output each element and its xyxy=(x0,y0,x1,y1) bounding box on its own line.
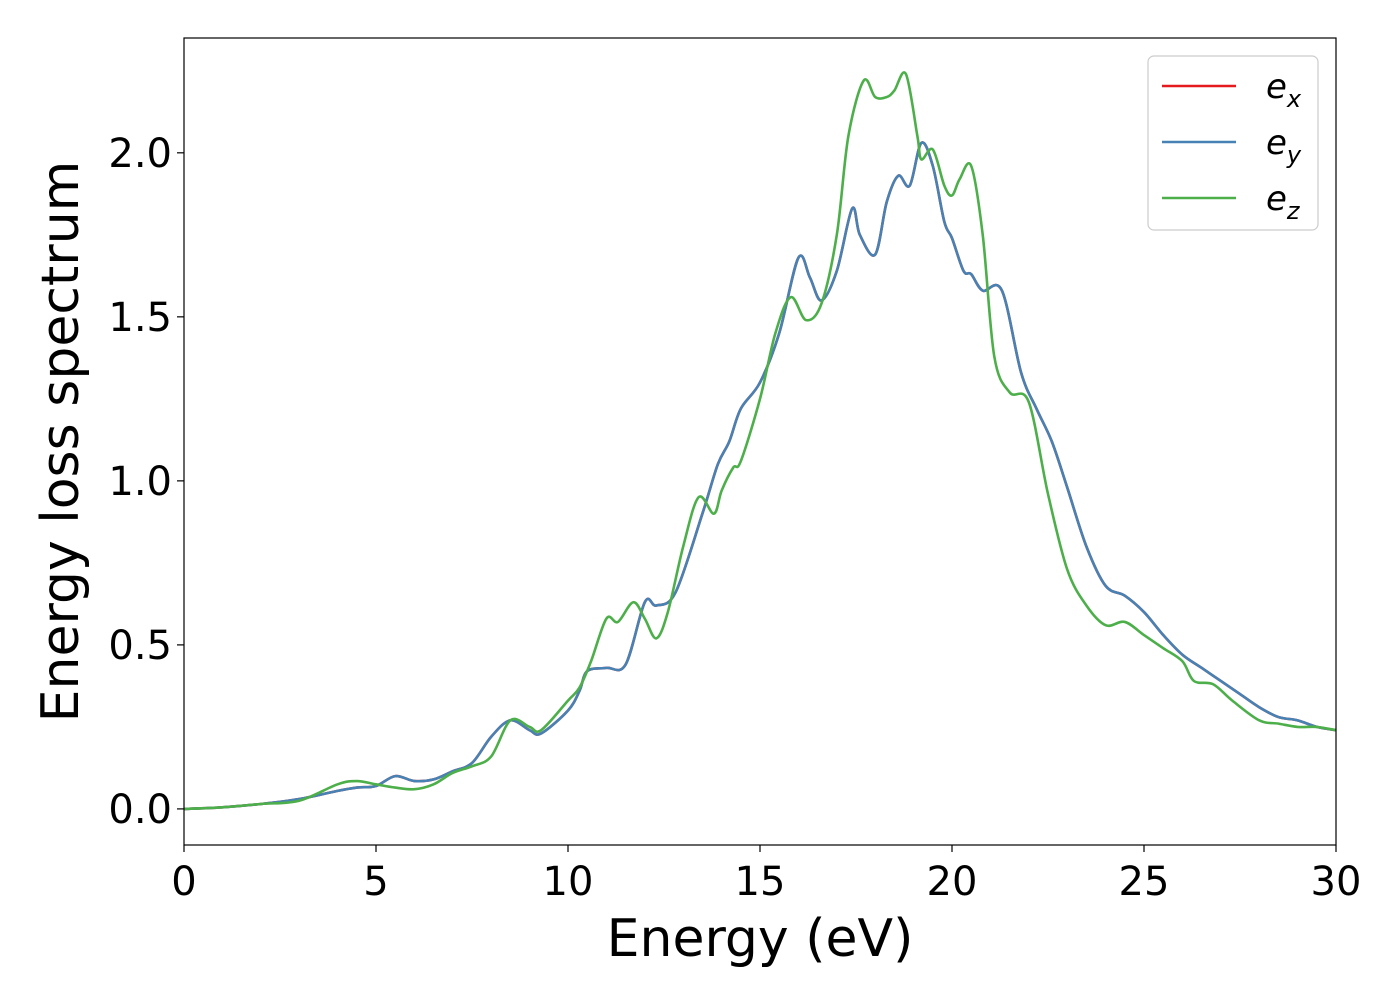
x-axis-ticks: 0 5 10 15 20 25 30 xyxy=(171,845,1361,905)
x-tick-label: 20 xyxy=(927,859,978,905)
legend-item-y: ey xyxy=(1162,123,1302,169)
y-tick-label: 0.5 xyxy=(108,623,172,669)
series-line-x xyxy=(184,141,1336,811)
y-axis-ticks: 0.0 0.5 1.0 1.5 2.0 xyxy=(108,131,184,833)
series-line-y xyxy=(184,141,1336,811)
y-axis-label: Energy loss spectrum xyxy=(31,161,91,723)
plot-frame xyxy=(183,37,1337,846)
series-line-z xyxy=(184,71,1336,811)
x-tick-label: 5 xyxy=(363,859,388,905)
y-tick-label: 1.5 xyxy=(108,295,172,341)
x-tick-label: 30 xyxy=(1311,859,1362,905)
x-tick-label: 0 xyxy=(171,859,196,905)
y-tick-label: 2.0 xyxy=(108,131,172,177)
x-tick-label: 15 xyxy=(735,859,786,905)
y-tick-label: 0.0 xyxy=(108,787,172,833)
y-tick-label: 1.0 xyxy=(108,459,172,505)
x-axis-label: Energy (eV) xyxy=(607,909,914,969)
x-tick-label: 10 xyxy=(543,859,594,905)
legend-label: ey xyxy=(1266,123,1302,169)
plot-area xyxy=(184,71,1336,811)
legend: ex ey ez xyxy=(1147,55,1319,231)
legend-label: ez xyxy=(1266,179,1301,225)
x-tick-label: 25 xyxy=(1119,859,1170,905)
legend-label: ex xyxy=(1266,67,1302,113)
legend-item-x: ex xyxy=(1162,67,1302,113)
legend-item-z: ez xyxy=(1162,179,1301,225)
